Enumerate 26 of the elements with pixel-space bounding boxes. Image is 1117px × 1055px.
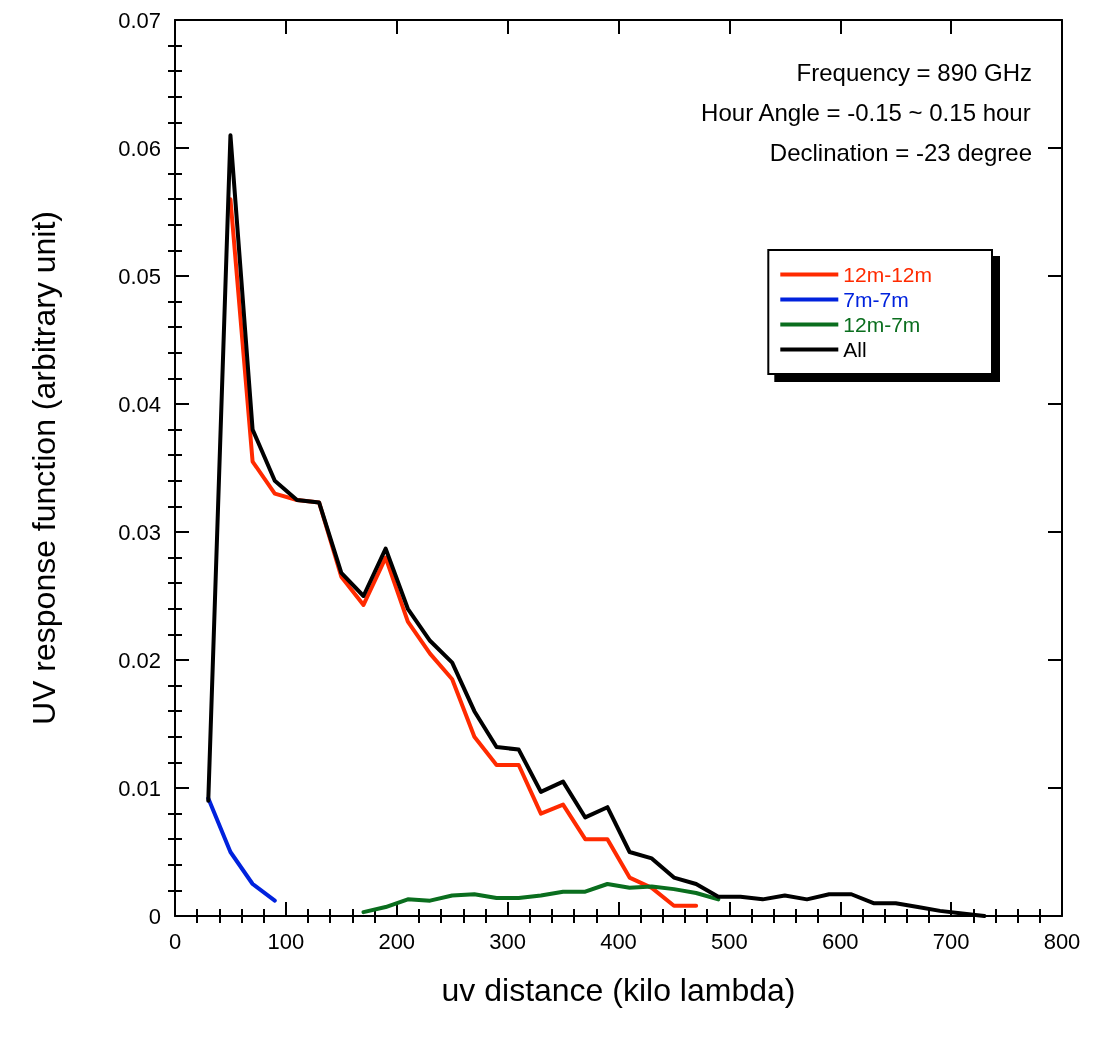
legend-label: 12m-7m <box>843 313 921 336</box>
legend-label: 7m-7m <box>843 288 909 311</box>
x-tick-label: 600 <box>821 928 859 954</box>
annotation: Frequency = 890 GHz <box>796 58 1032 86</box>
x-tick-label: 800 <box>1043 928 1081 954</box>
x-tick-label: 200 <box>378 928 416 954</box>
x-axis-title: uv distance (kilo lambda) <box>441 972 796 1008</box>
y-tick-label: 0.04 <box>118 391 161 417</box>
x-tick-label: 0 <box>168 928 182 954</box>
x-tick-label: 100 <box>267 928 305 954</box>
y-tick-label: 0.06 <box>118 135 161 161</box>
annotation: Declination = -23 degree <box>769 138 1032 166</box>
y-tick-label: 0.03 <box>118 519 161 545</box>
x-tick-label: 300 <box>489 928 526 954</box>
y-axis-title: UV response function (arbitrary unit) <box>26 211 62 725</box>
x-tick-label: 700 <box>932 928 970 954</box>
y-tick-label: 0.01 <box>118 775 161 801</box>
x-tick-label: 400 <box>600 928 637 954</box>
y-tick-label: 0.07 <box>118 7 161 33</box>
x-tick-label: 500 <box>711 928 748 954</box>
legend-label: All <box>843 338 867 361</box>
y-tick-label: 0 <box>148 903 161 929</box>
legend-label: 12m-12m <box>843 263 933 286</box>
y-tick-label: 0.02 <box>118 647 161 673</box>
y-tick-label: 0.05 <box>118 263 161 289</box>
annotation: Hour Angle = -0.15 ~ 0.15 hour <box>701 98 1031 126</box>
